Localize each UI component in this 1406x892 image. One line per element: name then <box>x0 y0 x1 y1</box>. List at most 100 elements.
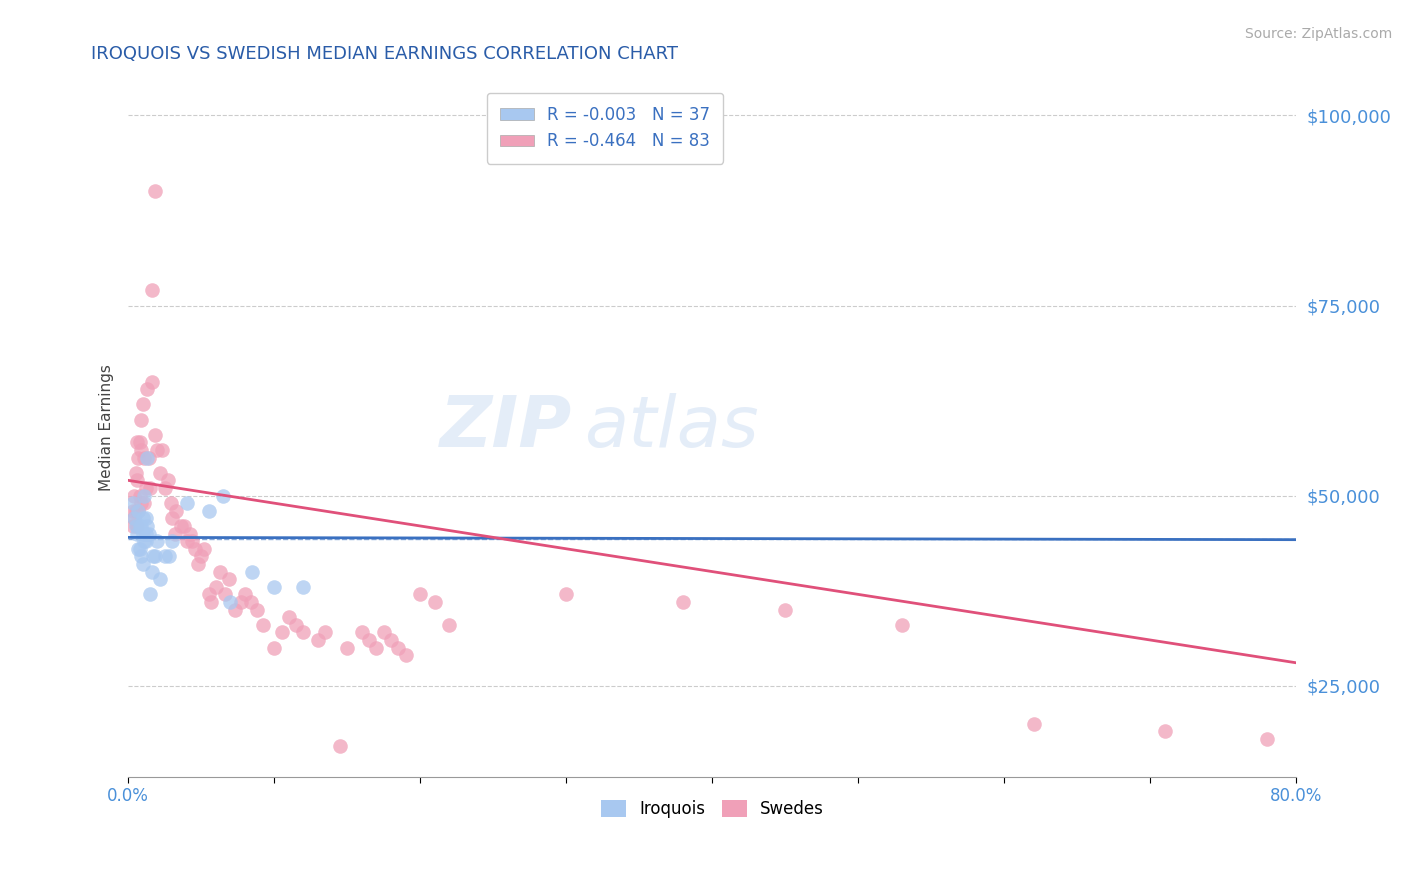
Legend: Iroquois, Swedes: Iroquois, Swedes <box>595 793 831 824</box>
Point <box>359 633 381 648</box>
Point <box>285 617 308 632</box>
Point <box>224 602 246 616</box>
Point <box>1256 731 1278 746</box>
Point <box>1022 716 1045 731</box>
Point <box>149 572 172 586</box>
Point <box>135 534 157 549</box>
Point <box>131 442 153 457</box>
Point <box>214 587 236 601</box>
Point <box>170 519 193 533</box>
Point <box>146 442 169 457</box>
Point <box>240 565 263 579</box>
Point <box>125 519 148 533</box>
Point <box>131 496 153 510</box>
Point <box>176 534 198 549</box>
Text: atlas: atlas <box>583 392 758 462</box>
Point <box>200 595 222 609</box>
Point <box>891 617 914 632</box>
Point <box>176 496 198 510</box>
Point <box>153 549 176 564</box>
Point <box>141 283 163 297</box>
Point <box>423 595 446 609</box>
Point <box>129 519 152 533</box>
Point <box>233 587 256 601</box>
Point <box>132 526 155 541</box>
Point <box>136 382 159 396</box>
Point <box>131 412 153 426</box>
Point <box>125 474 148 488</box>
Point <box>149 466 172 480</box>
Point <box>165 504 187 518</box>
Point <box>775 602 797 616</box>
Point <box>121 504 143 518</box>
Point <box>292 580 315 594</box>
Point <box>138 526 160 541</box>
Point <box>124 504 146 518</box>
Point <box>1154 724 1177 739</box>
Point <box>129 435 152 450</box>
Point <box>134 450 156 465</box>
Point <box>129 489 152 503</box>
Point <box>159 496 181 510</box>
Point <box>173 519 195 533</box>
Point <box>135 481 157 495</box>
Point <box>125 435 148 450</box>
Point <box>292 625 315 640</box>
Point <box>122 511 145 525</box>
Point <box>179 526 201 541</box>
Point <box>184 541 207 556</box>
Point <box>143 549 166 564</box>
Point <box>336 640 359 655</box>
Point <box>122 511 145 525</box>
Point <box>555 587 578 601</box>
Point <box>125 526 148 541</box>
Point <box>136 519 159 533</box>
Point <box>132 557 155 571</box>
Point <box>193 541 215 556</box>
Point <box>127 450 149 465</box>
Point <box>157 549 180 564</box>
Point <box>121 496 143 510</box>
Point <box>439 617 461 632</box>
Point <box>141 375 163 389</box>
Point <box>209 565 232 579</box>
Point <box>197 504 219 518</box>
Point <box>129 541 152 556</box>
Point <box>122 489 145 503</box>
Point <box>121 519 143 533</box>
Point <box>138 450 160 465</box>
Point <box>127 504 149 518</box>
Point <box>212 489 235 503</box>
Point <box>239 595 262 609</box>
Point <box>218 572 240 586</box>
Point <box>132 397 155 411</box>
Point <box>131 549 153 564</box>
Point <box>160 534 183 549</box>
Point <box>141 565 163 579</box>
Point <box>156 474 179 488</box>
Point <box>124 519 146 533</box>
Point <box>380 633 402 648</box>
Point <box>124 466 146 480</box>
Point <box>163 526 186 541</box>
Point <box>134 496 156 510</box>
Text: Source: ZipAtlas.com: Source: ZipAtlas.com <box>1244 27 1392 41</box>
Point <box>136 450 159 465</box>
Point <box>246 602 269 616</box>
Point <box>314 625 336 640</box>
Point <box>219 595 242 609</box>
Point <box>307 633 329 648</box>
Point <box>127 504 149 518</box>
Point <box>160 511 183 525</box>
Point <box>134 534 156 549</box>
Point <box>395 648 418 663</box>
Point <box>143 427 166 442</box>
Point <box>142 549 165 564</box>
Point <box>153 481 176 495</box>
Point <box>672 595 695 609</box>
Point <box>197 587 219 601</box>
Text: ZIP: ZIP <box>440 392 572 462</box>
Point <box>134 489 156 503</box>
Point <box>127 541 149 556</box>
Point <box>132 511 155 525</box>
